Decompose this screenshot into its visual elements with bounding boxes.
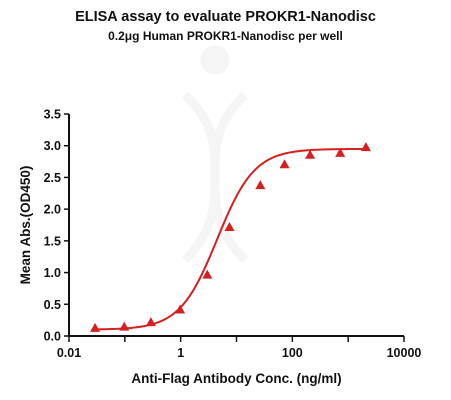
chart-title: ELISA assay to evaluate PROKR1-Nanodisc — [75, 9, 376, 25]
data-point — [279, 159, 290, 169]
watermark-logo — [181, 45, 249, 264]
y-tick-label: 0.5 — [44, 298, 61, 312]
x-tick-label: 10000 — [387, 346, 422, 360]
ticks: 0.0 0.5 1.0 1.5 2.0 2.5 3.0 3.5 0.01 1 100 10000 — [44, 108, 422, 361]
x-tick-label: 1 — [177, 346, 184, 360]
data-point — [360, 142, 371, 152]
data-point — [224, 222, 235, 232]
y-tick-label: 2.0 — [44, 203, 61, 217]
data-point — [305, 149, 316, 159]
y-tick-label: 2.5 — [44, 171, 61, 185]
x-axis-label: Anti-Flag Antibody Conc. (ng/ml) — [131, 371, 341, 386]
y-axis-label: Mean Abs.(OD450) — [18, 166, 33, 285]
data-point — [175, 304, 186, 314]
data-point — [335, 147, 346, 157]
y-tick-label: 0.0 — [44, 330, 61, 344]
data-point — [255, 180, 266, 190]
data-point — [90, 322, 101, 332]
fit-curve — [95, 147, 366, 331]
y-tick-label: 1.5 — [44, 234, 61, 248]
x-tick-label: 0.01 — [57, 346, 81, 360]
data-point — [119, 321, 130, 331]
y-tick-label: 3.5 — [44, 108, 61, 122]
data-points — [90, 142, 371, 332]
x-tick-label: 100 — [282, 346, 303, 360]
data-point — [145, 317, 156, 327]
data-point — [202, 269, 213, 279]
y-tick-label: 1.0 — [44, 266, 61, 280]
chart-subtitle: 0.2μg Human PROKR1-Nanodisc per well — [108, 29, 343, 43]
y-tick-label: 3.0 — [44, 139, 61, 153]
axes — [68, 114, 404, 337]
